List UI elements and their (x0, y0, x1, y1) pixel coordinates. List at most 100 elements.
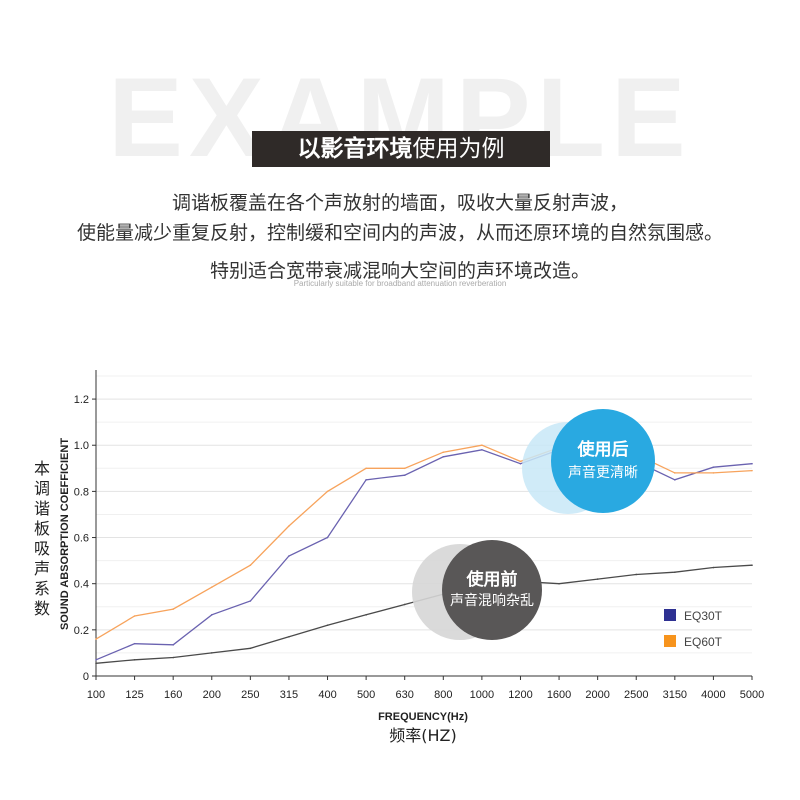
y-axis-title-cn-char: 调 (34, 479, 50, 498)
data-point (249, 647, 252, 650)
y-axis-title: SOUND ABSORPTION COEFFICIENT (59, 438, 71, 630)
y-axis-title-cn-char: 数 (34, 599, 50, 618)
data-point (288, 635, 290, 638)
data-point (519, 460, 522, 463)
x-tick-label: 100 (87, 689, 105, 701)
data-point (712, 466, 715, 468)
data-point (365, 467, 367, 470)
grid-lines (96, 375, 752, 654)
x-tick-label: 250 (241, 689, 259, 701)
y-tick-labels: 0 0.2 0.4 0.6 0.8 1.0 1.2 (74, 394, 96, 683)
data-point (326, 624, 329, 627)
y-tick-label: 0 (83, 671, 89, 683)
y-tick-label: 0.4 (74, 579, 89, 591)
data-point (172, 656, 174, 659)
data-point (210, 614, 213, 616)
x-axis-title-cn: 频率(HZ) (389, 726, 456, 745)
data-point (403, 474, 406, 477)
title-bold: 以影音环境 (297, 136, 413, 162)
legend-swatch-eq60t (664, 635, 676, 647)
legend-label-eq60t: EQ60T (684, 635, 723, 649)
y-axis-title-cn-char: 声 (34, 559, 50, 578)
series-line-eq30t (95, 449, 753, 661)
data-point (481, 449, 483, 451)
series-lines (95, 444, 753, 665)
data-point (95, 659, 97, 661)
x-tick-label: 3150 (663, 689, 687, 701)
y-axis-title-cn-char: 本 (34, 459, 50, 478)
after-bubble-subtitle: 声音更清晰 (568, 464, 638, 481)
y-tick-label: 0.6 (74, 533, 89, 545)
data-point (712, 566, 715, 569)
title-banner: 以影音环境使用为例 (252, 131, 550, 167)
data-point (403, 603, 406, 606)
x-tick-label: 1000 (470, 689, 494, 701)
data-point (712, 472, 715, 474)
y-axis-title-cn-char: 吸 (34, 539, 50, 558)
data-point (674, 571, 676, 573)
data-point (249, 564, 252, 567)
data-point (133, 659, 136, 661)
y-tick-label: 1.2 (74, 394, 89, 406)
x-tick-label: 630 (396, 689, 414, 701)
legend-swatch-eq30t (664, 609, 676, 621)
after-bubble-title: 使用后 (577, 439, 629, 460)
x-tick-label: 1200 (508, 689, 532, 701)
x-tick-labels: 100 125 160 200 250 315 400 500 630 800 1000 1200 16… (87, 676, 764, 701)
data-point (442, 455, 445, 458)
english-caption: Particularly suitable for broadband atte… (293, 279, 507, 288)
data-point (365, 479, 367, 481)
data-point (596, 578, 599, 580)
data-point (249, 600, 252, 602)
x-tick-label: 125 (125, 689, 143, 701)
data-point (326, 490, 329, 493)
legend-label-eq30t: EQ30T (684, 609, 723, 623)
x-tick-label: 500 (357, 689, 375, 701)
y-tick-label: 0.8 (74, 486, 89, 498)
data-point (558, 582, 560, 585)
y-axis-title-cn-char: 板 (34, 519, 50, 538)
x-tick-label: 2000 (585, 689, 609, 701)
data-point (674, 479, 676, 481)
y-axis-title-cn-char: 系 (34, 579, 50, 598)
x-tick-label: 4000 (701, 689, 725, 701)
data-point (751, 462, 753, 465)
before-bubble-subtitle: 声音混响杂乱 (450, 592, 534, 609)
title-rest: 使用为例 (412, 136, 505, 162)
data-point (210, 586, 213, 588)
description-line-3: 特别适合宽带衰减混响大空间的声环境改造。 (209, 260, 590, 282)
x-tick-label: 315 (280, 689, 298, 701)
data-point (674, 472, 676, 474)
y-tick-label: 0.2 (74, 625, 89, 637)
data-point (133, 642, 136, 645)
x-tick-label: 1600 (547, 689, 571, 701)
y-axis-title-cn-char: 谐 (34, 499, 50, 518)
data-point (481, 444, 483, 447)
description-line-1: 调谐板覆盖在各个声放射的墙面，吸收大量反射声波， (171, 192, 628, 214)
y-tick-label: 1.0 (74, 440, 89, 452)
data-point (210, 652, 213, 654)
x-tick-label: 200 (203, 689, 221, 701)
x-tick-label: 400 (318, 689, 336, 701)
x-tick-label: 160 (164, 689, 182, 701)
x-tick-label: 5000 (740, 689, 764, 701)
after-bubble (551, 409, 655, 513)
data-point (133, 615, 136, 617)
description-line-2: 使能量减少重复反射，控制缓和空间内的声波，从而还原环境的自然氛围感。 (76, 222, 723, 244)
data-point (403, 467, 406, 470)
data-point (288, 555, 290, 557)
data-point (442, 451, 445, 453)
data-point (95, 662, 97, 665)
data-point (172, 644, 174, 646)
data-point (365, 614, 367, 616)
x-tick-label: 800 (434, 689, 452, 701)
data-point (95, 638, 97, 640)
data-point (751, 564, 753, 567)
data-point (326, 536, 329, 539)
data-point (288, 525, 290, 527)
data-point (635, 573, 638, 576)
before-bubble (442, 540, 542, 640)
before-bubble-title: 使用前 (466, 569, 518, 590)
